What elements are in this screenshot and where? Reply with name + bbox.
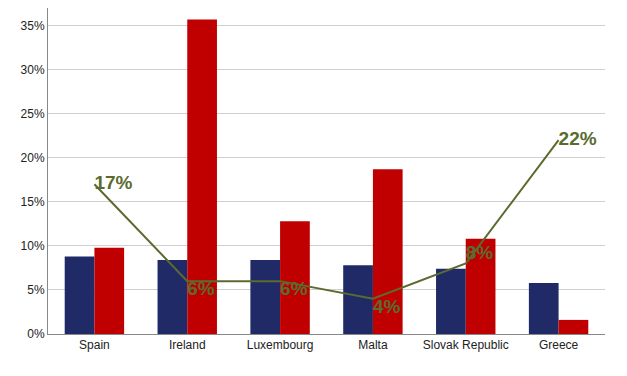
svg-text:Spain: Spain — [79, 338, 110, 352]
svg-text:10%: 10% — [21, 239, 45, 253]
svg-text:22%: 22% — [559, 128, 597, 149]
svg-text:Ireland: Ireland — [169, 338, 206, 352]
svg-text:Malta: Malta — [358, 338, 388, 352]
svg-text:6%: 6% — [280, 278, 308, 299]
svg-text:Slovak Republic: Slovak Republic — [423, 338, 509, 352]
svg-text:20%: 20% — [21, 151, 45, 165]
svg-text:0%: 0% — [27, 327, 45, 341]
svg-text:25%: 25% — [21, 107, 45, 121]
svg-text:Luxembourg: Luxembourg — [247, 338, 314, 352]
svg-text:15%: 15% — [21, 195, 45, 209]
svg-text:35%: 35% — [21, 19, 45, 33]
svg-text:5%: 5% — [27, 283, 45, 297]
svg-text:17%: 17% — [94, 172, 132, 193]
svg-text:6%: 6% — [187, 278, 215, 299]
svg-text:30%: 30% — [21, 63, 45, 77]
svg-text:4%: 4% — [373, 296, 401, 317]
svg-text:Greece: Greece — [539, 338, 579, 352]
svg-text:8%: 8% — [466, 242, 494, 263]
